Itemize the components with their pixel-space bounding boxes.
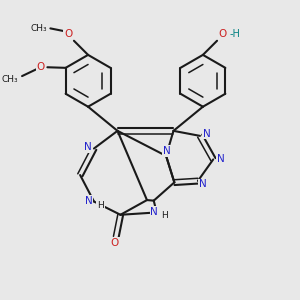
- Text: O: O: [64, 29, 72, 39]
- Text: N: N: [163, 146, 171, 156]
- Text: O: O: [219, 29, 227, 39]
- Text: N: N: [150, 206, 158, 217]
- Text: O: O: [110, 238, 119, 248]
- Text: N: N: [84, 142, 92, 152]
- Text: CH₃: CH₃: [30, 24, 47, 33]
- Text: N: N: [217, 154, 224, 164]
- Text: N: N: [85, 196, 92, 206]
- Text: H: H: [97, 201, 104, 210]
- Text: H: H: [162, 211, 168, 220]
- Text: N: N: [199, 179, 207, 190]
- Text: CH₃: CH₃: [2, 74, 19, 83]
- Text: O: O: [37, 62, 45, 72]
- Text: N: N: [202, 128, 210, 139]
- Text: -H: -H: [229, 29, 240, 39]
